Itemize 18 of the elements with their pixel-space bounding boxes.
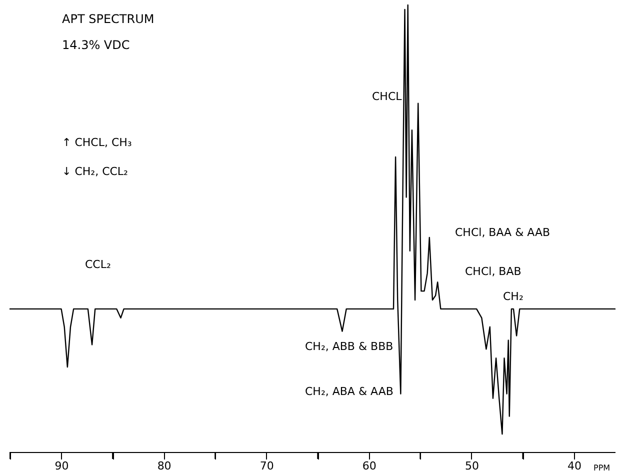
- annotation: CCL₂: [85, 258, 111, 271]
- annotation: CHCl, BAA & AAB: [455, 226, 550, 239]
- text: 14.3% VDC: [62, 38, 130, 52]
- annotation: CH₂, ABA & AAB: [305, 385, 394, 398]
- x-axis-title: PPM: [594, 464, 610, 472]
- annotation: CHCL: [372, 90, 403, 103]
- annotation: CH₂, ABB & BBB: [305, 340, 394, 353]
- x-tick-label: 50: [464, 460, 479, 472]
- x-tick-label: 80: [157, 460, 172, 472]
- x-tick-label: 60: [362, 460, 376, 472]
- x-tick-label: 90: [54, 460, 69, 472]
- x-tick-label: 70: [260, 460, 274, 472]
- text: APT SPECTRUM: [62, 12, 154, 26]
- annotation: CHCl, BAB: [465, 265, 522, 278]
- annotation: ↑ CHCL, CH₃: [62, 136, 132, 149]
- x-tick-label: 40: [567, 460, 582, 472]
- annotation: ↓ CH₂, CCL₂: [62, 165, 128, 178]
- annotation: CH₂: [503, 290, 524, 303]
